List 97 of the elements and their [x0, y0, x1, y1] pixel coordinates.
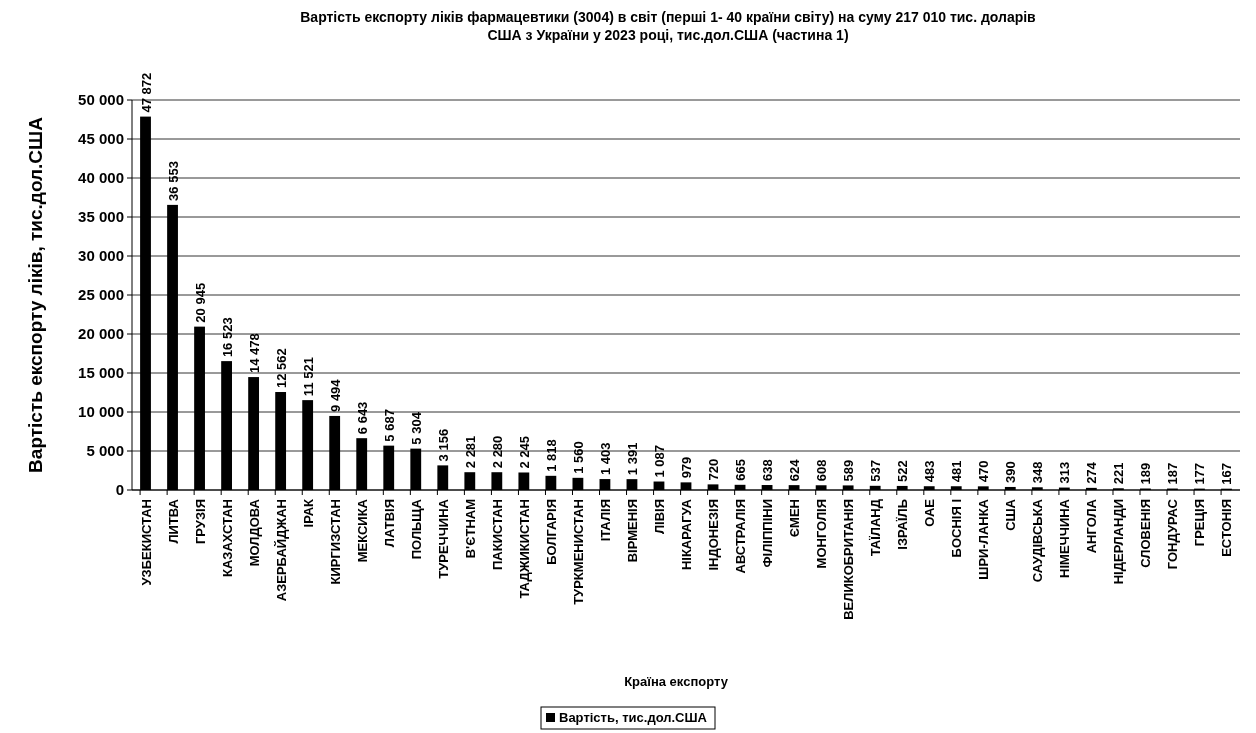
data-label: 1 560	[570, 441, 586, 474]
data-label: 12 562	[273, 348, 289, 389]
x-tick-label: ОАЕ	[922, 498, 938, 527]
x-tick-label: ВІРМЕНІЯ	[624, 499, 640, 563]
x-tick-label: МОЛДОВА	[246, 498, 262, 567]
data-label: 537	[868, 460, 884, 482]
y-tick-label: 40 000	[78, 169, 124, 187]
data-label: 9 494	[327, 378, 343, 412]
chart-title: Вартість експорту ліків фармацевтики (3004) в світ (перші 1- 40 країни світу) на суму 217 010 тис. доларів США з України у 2023 році, тис.дол.США (частина 1)	[300, 9, 1037, 43]
data-label: 16 523	[219, 317, 235, 358]
x-tick-label: ЛИТВА	[165, 498, 181, 544]
data-label: 665	[733, 459, 749, 481]
x-tick-label: НІДЕРЛАНДИ	[1111, 499, 1127, 585]
data-label: 274	[1084, 461, 1100, 484]
x-tick-label: АЗЕРБАЙДЖАН	[273, 499, 289, 602]
x-tick-label: МОНГОЛІЯ	[814, 499, 830, 569]
y-tick-label: 15 000	[78, 364, 124, 382]
x-tick-label: ЛІВІЯ	[651, 499, 667, 535]
data-label: 189	[1138, 462, 1154, 485]
data-label: 481	[949, 460, 965, 483]
x-tick-label: ІНДОНЕЗІЯ	[706, 499, 722, 571]
data-label: 1 403	[597, 442, 613, 476]
x-tick-label: ГОНДУРАС	[1165, 498, 1181, 570]
x-tick-label: ФІЛІППІНИ	[760, 499, 776, 568]
data-label: 348	[1030, 461, 1046, 484]
x-tick-label: БОСНІЯ І	[949, 499, 965, 558]
x-tick-label: САУДІВСЬКА	[1030, 498, 1046, 583]
y-axis-title: Вартість експорту ліків, тис.дол.США	[25, 116, 46, 473]
data-label: 177	[1192, 462, 1208, 485]
x-tick-label: АНГОЛА	[1084, 498, 1100, 554]
x-tick-label: ІТАЛІЯ	[597, 499, 613, 542]
y-tick-label: 30 000	[78, 247, 124, 265]
data-label: 589	[841, 459, 857, 482]
y-tick-label: 35 000	[78, 208, 124, 226]
x-tick-label: ШРИ-ЛАНКА	[976, 498, 992, 580]
y-tick-label: 10 000	[78, 403, 124, 421]
x-tick-label: ІРАК	[300, 498, 316, 528]
data-label: 5 304	[408, 411, 424, 445]
data-label: 11 521	[300, 357, 316, 397]
x-tick-label: ТАДЖИКИСТАН	[516, 499, 532, 599]
x-tick-label: ГРУЗІЯ	[192, 499, 208, 545]
y-tick-label: 50 000	[78, 91, 124, 109]
y-tick-label: 0	[115, 481, 124, 499]
x-tick-label: ГРЕЦІЯ	[1192, 499, 1208, 547]
data-label: 5 687	[381, 409, 397, 442]
data-label: 470	[976, 460, 992, 483]
data-label: 1 391	[624, 442, 640, 476]
data-label: 20 945	[192, 282, 208, 323]
data-label: 3 156	[435, 428, 451, 462]
data-label: 522	[895, 460, 911, 482]
x-tick-label: ПОЛЬЩА	[408, 498, 424, 560]
legend-label: Вартість, тис.дол.США	[559, 710, 708, 725]
x-tick-label: США	[1003, 498, 1019, 531]
x-tick-label: НІКАРАГУА	[679, 498, 694, 571]
x-tick-label: КИРГИЗСТАН	[327, 499, 343, 585]
x-tick-label: ПАКИСТАН	[489, 499, 505, 570]
data-label: 36 553	[165, 161, 181, 201]
data-label: 187	[1165, 462, 1181, 485]
data-label: 638	[760, 459, 776, 482]
x-tick-label: АВСТРАЛІЯ	[733, 499, 749, 574]
data-label: 979	[679, 456, 694, 479]
x-tick-label: БОЛГАРІЯ	[543, 499, 559, 565]
y-tick-label: 20 000	[78, 325, 124, 343]
x-tick-label: В'ЄТНАМ	[462, 499, 478, 559]
data-label: 6 643	[354, 401, 370, 435]
x-tick-label: ТУРКМЕНИСТАН	[570, 499, 586, 605]
x-tick-label: ЕСТОНІЯ	[1219, 499, 1235, 557]
x-tick-label: ВЕЛИКОБРИТАНІЯ	[841, 499, 857, 620]
data-label: 608	[814, 459, 830, 482]
x-tick-label: НІМЕЧЧИНА	[1057, 498, 1073, 578]
data-label: 221	[1111, 462, 1127, 485]
data-label: 313	[1057, 461, 1073, 484]
y-tick-label: 25 000	[78, 286, 124, 304]
data-label: 167	[1219, 462, 1235, 485]
data-label: 624	[787, 458, 803, 482]
x-tick-label: ІЗРАЇЛЬ	[895, 499, 911, 550]
data-label: 1 087	[651, 444, 667, 478]
data-label: 390	[1003, 461, 1019, 483]
data-label: 720	[706, 458, 722, 481]
x-tick-label: ТАЇЛАНД	[868, 498, 884, 557]
x-tick-label: УЗБЕКИСТАН	[138, 499, 154, 586]
y-tick-label: 5 000	[86, 442, 124, 460]
data-label: 2 280	[489, 435, 505, 469]
x-tick-label: ЛАТВІЯ	[381, 499, 397, 548]
data-label: 2 245	[516, 435, 532, 469]
x-tick-label: МЕКСИКА	[354, 498, 370, 563]
y-tick-label: 45 000	[78, 130, 124, 148]
data-label: 47 872	[138, 72, 154, 113]
x-tick-label: ЄМЕН	[787, 499, 803, 538]
data-label: 14 478	[246, 333, 262, 374]
x-tick-label: ТУРЕЧЧИНА	[435, 498, 451, 579]
data-label: 483	[922, 460, 938, 483]
x-tick-label: СЛОВЕНІЯ	[1138, 499, 1154, 568]
data-label: 1 818	[543, 439, 559, 472]
x-tick-label: КАЗАХСТАН	[219, 499, 235, 577]
data-label: 2 281	[462, 435, 478, 469]
x-axis-title: Країна експорту	[624, 674, 729, 689]
